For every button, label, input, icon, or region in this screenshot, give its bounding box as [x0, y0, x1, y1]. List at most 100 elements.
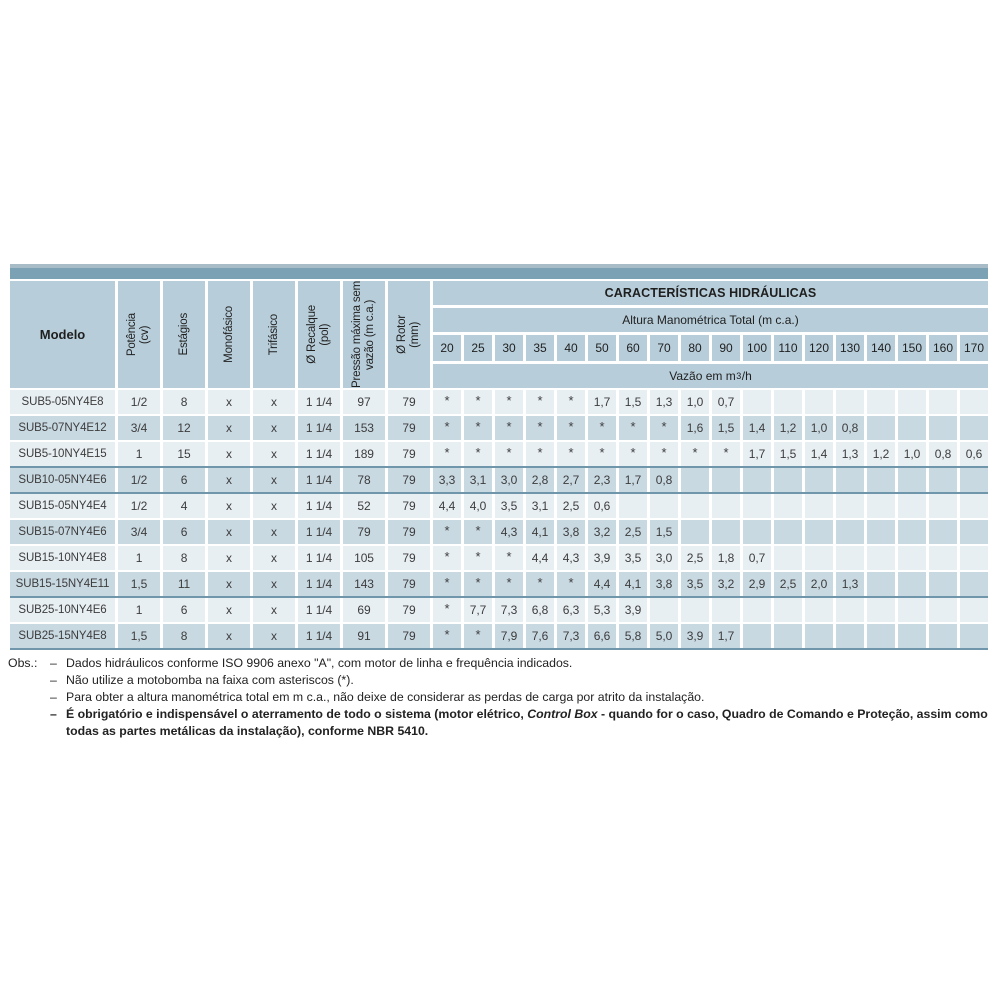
- cell-vazao-30: *: [495, 572, 523, 596]
- cell-vazao-25: *: [464, 624, 492, 648]
- cell-modelo: SUB5-05NY4E8: [10, 390, 115, 414]
- asterisk-marker: *: [475, 418, 481, 434]
- cell-vazao-140: [867, 494, 895, 518]
- cell-vazao-100: 1,7: [743, 442, 771, 466]
- cell-vazao-70: 3,0: [650, 546, 678, 570]
- cell-potencia: 1/2: [118, 494, 160, 518]
- flow-column-header-130: 130: [836, 335, 864, 361]
- cell-vazao-110: [774, 468, 802, 492]
- cell-vazao-35: 4,4: [526, 546, 554, 570]
- asterisk-marker: *: [506, 574, 512, 590]
- cell-vazao-90: 1,8: [712, 546, 740, 570]
- cell-rotor: 79: [388, 390, 430, 414]
- table-body: SUB5-05NY4E8 1/2 8 x x 1 1/4 97 79 * * * * * 1,7 1,5 1,…: [10, 390, 988, 650]
- flow-column-header-20: 20: [433, 335, 461, 361]
- cell-vazao-70: 0,8: [650, 468, 678, 492]
- cell-vazao-60: 3,5: [619, 546, 647, 570]
- cell-vazao-140: [867, 598, 895, 622]
- asterisk-marker: *: [475, 522, 481, 538]
- cell-modelo: SUB10-05NY4E6: [10, 468, 115, 492]
- note-text-part: É obrigatório e indispensável o aterrame…: [66, 707, 528, 721]
- asterisk-marker: *: [506, 418, 512, 434]
- asterisk-marker: *: [444, 548, 450, 564]
- cell-vazao-60: *: [619, 442, 647, 466]
- cell-estagios: 6: [163, 598, 205, 622]
- cell-vazao-40: *: [557, 390, 585, 414]
- cell-vazao-160: 0,8: [929, 442, 957, 466]
- cell-vazao-35: 2,8: [526, 468, 554, 492]
- cell-vazao-50: 0,6: [588, 494, 616, 518]
- asterisk-marker: *: [444, 418, 450, 434]
- cell-modelo: SUB5-07NY4E12: [10, 416, 115, 440]
- cell-vazao-40: 2,5: [557, 494, 585, 518]
- cell-vazao-30: *: [495, 416, 523, 440]
- cell-vazao-150: [898, 572, 926, 596]
- cell-vazao-40: 2,7: [557, 468, 585, 492]
- cell-modelo: SUB15-05NY4E4: [10, 494, 115, 518]
- cell-vazao-90: [712, 494, 740, 518]
- cell-vazao-120: [805, 624, 833, 648]
- notes: Obs.: – Dados hidráulicos conforme ISO 99…: [8, 655, 994, 740]
- flow-column-header-120: 120: [805, 335, 833, 361]
- cell-estagios: 8: [163, 546, 205, 570]
- cell-monofasico: x: [208, 520, 250, 544]
- cell-trifasico: x: [253, 442, 295, 466]
- cell-vazao-170: [960, 468, 988, 492]
- flow-column-header-60: 60: [619, 335, 647, 361]
- flow-column-header-110: 110: [774, 335, 802, 361]
- cell-vazao-50: 3,9: [588, 546, 616, 570]
- column-header-potencia: Potência (cv): [118, 281, 160, 388]
- note-text: Dados hidráulicos conforme ISO 9906 anex…: [66, 655, 994, 672]
- header-vazao: Vazão em m 3/h: [433, 364, 988, 388]
- cell-vazao-35: 7,6: [526, 624, 554, 648]
- cell-vazao-120: [805, 390, 833, 414]
- cell-vazao-150: [898, 546, 926, 570]
- vazao-label-suffix: /h: [741, 369, 752, 383]
- column-header-potencia-label: Potência (cv): [126, 312, 151, 357]
- cell-recalque: 1 1/4: [298, 624, 340, 648]
- cell-modelo: SUB15-07NY4E6: [10, 520, 115, 544]
- note-text: Não utilize a motobomba na faixa com ast…: [66, 672, 994, 689]
- cell-vazao-50: 1,7: [588, 390, 616, 414]
- cell-vazao-70: 5,0: [650, 624, 678, 648]
- cell-potencia: 3/4: [118, 416, 160, 440]
- cell-potencia: 1: [118, 546, 160, 570]
- cell-vazao-40: *: [557, 572, 585, 596]
- cell-vazao-140: [867, 572, 895, 596]
- cell-vazao-160: [929, 598, 957, 622]
- cell-trifasico: x: [253, 598, 295, 622]
- table-row: SUB25-10NY4E6 1 6 x x 1 1/4 69 79 * 7,7 7,3 6,8 6,3 5…: [10, 596, 988, 622]
- cell-modelo: SUB15-15NY4E11: [10, 572, 115, 596]
- column-header-pressao-maxima-label: Pressão máxima sem vazão (m c.a.): [351, 281, 376, 388]
- cell-vazao-140: 1,2: [867, 442, 895, 466]
- cell-vazao-60: [619, 494, 647, 518]
- cell-trifasico: x: [253, 546, 295, 570]
- asterisk-marker: *: [661, 418, 667, 434]
- cell-vazao-160: [929, 494, 957, 518]
- cell-vazao-50: 5,3: [588, 598, 616, 622]
- note-item: – Para obter a altura manométrica total e…: [50, 689, 994, 706]
- cell-vazao-160: [929, 520, 957, 544]
- cell-vazao-90: 3,2: [712, 572, 740, 596]
- cell-vazao-30: *: [495, 390, 523, 414]
- header-caracteristicas-hidraulicas: CARACTERÍSTICAS HIDRÁULICAS: [433, 281, 988, 305]
- hydraulic-header-group: CARACTERÍSTICAS HIDRÁULICAS Altura Manom…: [433, 281, 988, 388]
- cell-vazao-120: [805, 468, 833, 492]
- cell-vazao-80: [681, 598, 709, 622]
- header-altura-manometrica: Altura Manométrica Total (m c.a.): [433, 308, 988, 332]
- table-row: SUB15-07NY4E6 3/4 6 x x 1 1/4 79 79 * * 4,3 4,1 3,8 3…: [10, 518, 988, 544]
- column-header-rotor-label: Ø Rotor (mm): [396, 315, 421, 354]
- flow-column-header-40: 40: [557, 335, 585, 361]
- cell-monofasico: x: [208, 442, 250, 466]
- cell-vazao-40: 3,8: [557, 520, 585, 544]
- note-dash: –: [50, 690, 57, 704]
- asterisk-marker: *: [475, 574, 481, 590]
- cell-vazao-35: 3,1: [526, 494, 554, 518]
- table-row: SUB5-07NY4E12 3/4 12 x x 1 1/4 153 79 * * * * * * * * 1,…: [10, 414, 988, 440]
- asterisk-marker: *: [444, 574, 450, 590]
- asterisk-marker: *: [568, 418, 574, 434]
- asterisk-marker: *: [475, 444, 481, 460]
- cell-vazao-30: *: [495, 546, 523, 570]
- cell-vazao-80: 1,6: [681, 416, 709, 440]
- cell-vazao-80: 3,9: [681, 624, 709, 648]
